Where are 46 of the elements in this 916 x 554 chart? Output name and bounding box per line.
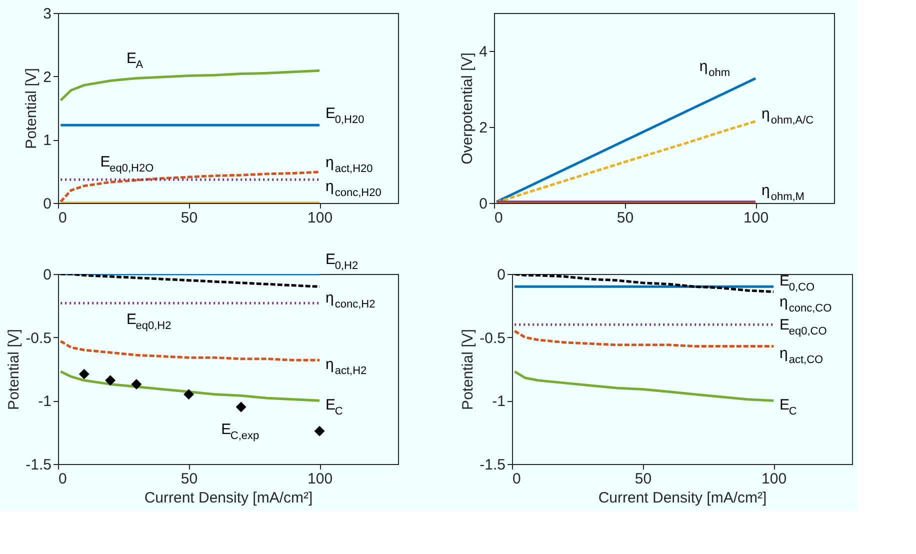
y-tick-label: 4 xyxy=(479,44,488,60)
x-axis-title: Current Density [mA/cm²] xyxy=(144,490,313,506)
line-series xyxy=(495,77,757,203)
y-tick-label: 3 xyxy=(43,6,52,22)
x-tick-label: 0 xyxy=(58,470,67,488)
point xyxy=(184,389,194,400)
x-tick-label: 100 xyxy=(308,210,333,226)
y-tick-label: 2 xyxy=(479,120,488,136)
y-tick-label: -1 xyxy=(492,393,506,410)
point xyxy=(105,375,116,386)
y-tick-label: 0 xyxy=(43,266,52,284)
y-tick-label: 0 xyxy=(497,266,506,284)
x-tick-label: 50 xyxy=(180,210,198,226)
y-tick-label: 0 xyxy=(43,196,52,212)
point xyxy=(314,426,325,436)
x-tick-label: 100 xyxy=(308,470,333,488)
y-tick-label: -1 xyxy=(38,393,52,410)
line-series xyxy=(513,330,775,348)
y-tick-label: 1 xyxy=(43,132,52,150)
line-series xyxy=(513,274,775,293)
line-series xyxy=(59,274,321,288)
point xyxy=(236,402,246,412)
x-tick-label: 0 xyxy=(512,470,521,488)
y-tick-label: -0.5 xyxy=(26,330,52,347)
y-axis-title: Overpotential [V] xyxy=(459,52,476,164)
y-tick-label: 0 xyxy=(479,196,488,212)
point xyxy=(78,368,90,380)
x-tick-label: 50 xyxy=(180,470,198,488)
y-axis-title: Potential [V] xyxy=(23,68,40,149)
y-tick-label: -1.5 xyxy=(480,456,506,474)
x-tick-label: 100 xyxy=(744,210,769,226)
line-series xyxy=(59,340,321,362)
point xyxy=(131,378,142,390)
y-tick-label: 2 xyxy=(43,68,52,86)
x-tick-label: 50 xyxy=(634,470,652,488)
y-tick-label: -1.5 xyxy=(26,456,52,474)
y-tick-label: -0.5 xyxy=(480,330,506,347)
x-axis-title: Current Density [mA/cm²] xyxy=(598,490,767,506)
y-axis-title: Potential [V] xyxy=(6,329,23,410)
x-tick-label: 0 xyxy=(58,210,67,226)
line-series xyxy=(513,370,775,402)
line-series xyxy=(59,370,321,402)
line-series xyxy=(59,69,321,102)
y-axis-title: Potential [V] xyxy=(460,329,477,410)
x-tick-label: 50 xyxy=(616,210,634,226)
x-tick-label: 100 xyxy=(762,470,787,488)
